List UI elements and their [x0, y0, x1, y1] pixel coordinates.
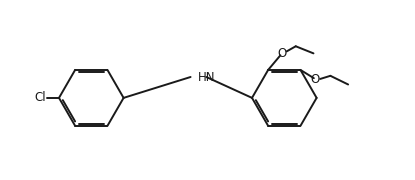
Text: Cl: Cl [34, 91, 46, 104]
Text: HN: HN [198, 71, 215, 84]
Text: O: O [277, 47, 287, 60]
Text: O: O [311, 73, 320, 86]
